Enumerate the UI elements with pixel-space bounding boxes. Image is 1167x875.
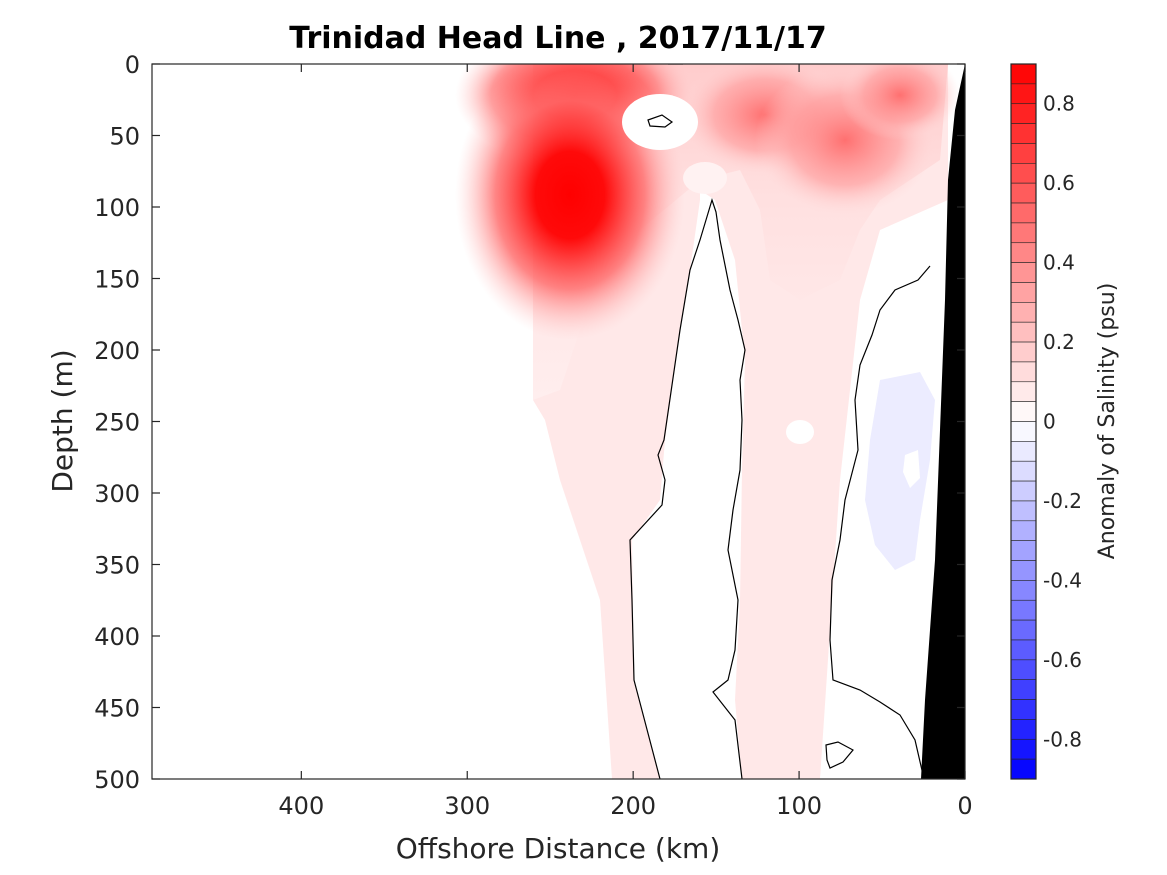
colorbar-segment [1010,758,1037,780]
y-tick-label: 100 [94,194,140,222]
x-tick-label: 300 [444,792,490,820]
chart-title: Trinidad Head Line , 2017/11/17 [289,21,826,56]
colorbar-segment [1010,163,1037,184]
contour-surface-loop [647,114,674,128]
colorbar-ticks: 0.8 0.6 0.4 0.2 0 -0.2 -0.4 -0.6 -0.8 [1043,92,1082,752]
contour-bottom-loop [825,741,854,769]
near-zero-tongue [632,190,745,779]
y-tick-label: 400 [94,623,140,651]
colorbar-segment [1010,520,1037,541]
x-tick-label: 400 [278,792,324,820]
colorbar [1010,63,1037,780]
x-tick-label: 200 [610,792,656,820]
colorbar-segment [1010,699,1037,720]
colorbar-segment [1010,222,1037,244]
upper-band-max-3 [840,64,960,140]
colorbar-segment [1010,182,1037,204]
y-tick-label: 50 [109,123,140,151]
colorbar-segment [1010,619,1037,641]
zero-contours [629,64,931,779]
colorbar-title: Anomaly of Salinity (psu) [1095,283,1120,560]
colorbar-tick-label: -0.6 [1043,648,1082,672]
colorbar-tick-label: 0.4 [1043,251,1075,275]
surface-minimum-region [622,94,698,150]
colorbar-tick-label: 0.6 [1043,171,1075,195]
colorbar-segment [1010,580,1037,601]
colorbar-segment [1010,242,1037,263]
colorbar-segment [1010,302,1037,323]
colorbar-segment [1010,262,1037,283]
colorbar-segment [1010,500,1037,522]
colorbar-segment [1010,202,1037,224]
x-axis-title: Offshore Distance (km) [396,832,721,865]
colorbar-segment [1010,381,1037,402]
zero-hole [903,450,920,488]
colorbar-tick-label: -0.8 [1043,727,1082,751]
y-tick-label: 500 [94,766,140,794]
y-axis-ticks: 0 50 100 150 200 250 300 350 400 450 500 [94,51,965,794]
y-axis-title: Depth (m) [46,349,79,492]
y-tick-label: 300 [94,480,140,508]
colorbar-segment [1010,679,1037,700]
y-tick-label: 0 [125,51,140,79]
x-tick-label: 0 [957,792,972,820]
y-tick-label: 350 [94,552,140,580]
y-tick-label: 200 [94,337,140,365]
colorbar-segment [1010,123,1037,144]
zero-hole-upper [683,162,727,194]
colorbar-segment [1010,143,1037,164]
colorbar-segment [1010,460,1037,482]
colorbar-segment [1010,63,1037,85]
colorbar-segment [1010,441,1037,462]
colorbar-segment [1010,738,1037,760]
colorbar-segment [1010,540,1037,561]
contour-coastal [829,265,931,779]
colorbar-segment [1010,639,1037,661]
negative-anomaly-patch [865,372,935,570]
colorbar-tick-label: 0 [1043,410,1056,434]
colorbar-segment [1010,83,1037,105]
bathymetry-mask [921,64,965,779]
colorbar-tick-label: -0.2 [1043,489,1082,513]
plot-area [152,64,965,779]
colorbar-tick-label: 0.2 [1043,330,1075,354]
y-tick-label: 250 [94,409,140,437]
colorbar-segment [1010,361,1037,383]
colorbar-segment [1010,401,1037,422]
colorbar-segment [1010,480,1037,502]
colorbar-segment [1010,659,1037,680]
y-tick-label: 450 [94,695,140,723]
colorbar-segment [1010,719,1037,740]
colorbar-frame [1010,63,1037,780]
zero-hole-mid [786,420,814,444]
colorbar-segment [1010,341,1037,363]
colorbar-segment [1010,321,1037,343]
subsurface-maximum [455,64,685,340]
colorbar-segment [1010,599,1037,621]
x-axis-ticks: 400 300 200 100 0 [278,64,973,820]
x-tick-label: 100 [776,792,822,820]
colorbar-segment [1010,421,1037,442]
colorbar-segment [1010,282,1037,303]
colorbar-tick-label: -0.4 [1043,568,1082,592]
contour-tongue [629,198,746,779]
colorbar-segment [1010,560,1037,581]
colorbar-segment [1010,103,1037,124]
y-tick-label: 150 [94,266,140,294]
colorbar-tick-label: 0.8 [1043,92,1075,116]
